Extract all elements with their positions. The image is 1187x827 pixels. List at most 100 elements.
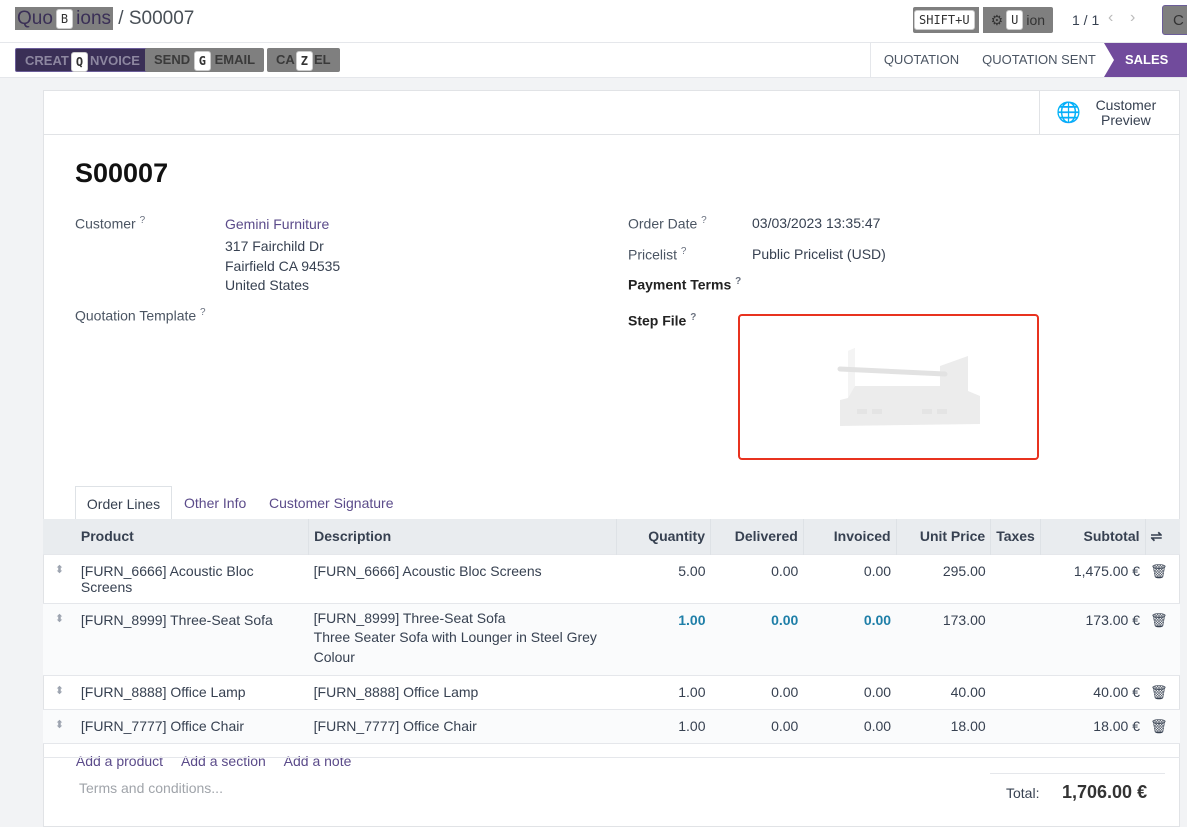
subtotal-cell: 1,475.00 €: [1040, 553, 1146, 603]
taxes-cell[interactable]: [990, 709, 1041, 744]
create-invoice-button[interactable]: CREAT Q NVOICE: [15, 48, 150, 72]
drag-handle-icon[interactable]: ⬍: [43, 709, 76, 744]
subtotal-cell: 173.00 €: [1040, 602, 1146, 676]
hotkey-hint: B: [55, 8, 74, 29]
delivered-cell[interactable]: 0.00: [710, 553, 804, 603]
cancel-button[interactable]: CA Z EL: [267, 48, 340, 72]
table-row[interactable]: ⬍ [FURN_6666] Acoustic Bloc Screens [FUR…: [43, 553, 1180, 603]
product-cell[interactable]: [FURN_7777] Office Chair: [75, 709, 309, 744]
quantity-cell[interactable]: 1.00: [616, 675, 711, 710]
address-line: United States: [225, 277, 310, 293]
subtotal-cell: 18.00 €: [1040, 709, 1146, 744]
quantity-cell[interactable]: 1.00: [616, 709, 711, 744]
column-delivered[interactable]: Delivered: [709, 519, 804, 554]
invoiced-cell: 0.00: [803, 675, 897, 710]
table-row[interactable]: ⬍ [FURN_8999] Three-Seat Sofa [FURN_8999…: [43, 602, 1180, 676]
hotkey-hint: G: [193, 50, 211, 71]
delivered-cell[interactable]: 0.00: [710, 709, 804, 744]
trash-icon[interactable]: 🗑: [1145, 602, 1180, 676]
trash-icon[interactable]: 🗑: [1145, 675, 1180, 710]
quantity-cell[interactable]: 5.00: [616, 553, 711, 603]
trash-icon[interactable]: 🗑: [1145, 709, 1180, 744]
action-menu-button[interactable]: SHIFT+U ⚙ U ion: [913, 7, 1054, 33]
column-product[interactable]: Product: [75, 519, 309, 554]
table-header: Product Description Quantity Delivered I…: [43, 519, 1180, 554]
order-date-field[interactable]: 03/03/2023 13:35:47: [752, 215, 881, 231]
breadcrumb-current: S00007: [128, 8, 195, 29]
column-quantity[interactable]: Quantity: [616, 519, 711, 554]
hotkey-hint: Z: [295, 50, 314, 71]
create-button[interactable]: C: [1162, 5, 1187, 35]
total-label: Total:: [1006, 785, 1040, 801]
pricelist-field[interactable]: Public Pricelist (USD): [752, 246, 886, 262]
trash-icon[interactable]: 🗑: [1145, 553, 1180, 603]
drag-handle-icon[interactable]: ⬍: [43, 675, 76, 710]
send-email-button[interactable]: SEND G EMAIL: [145, 48, 265, 72]
delivered-cell[interactable]: 0.00: [710, 675, 804, 710]
invoiced-cell: 0.00: [803, 709, 897, 744]
record-title: S00007: [75, 158, 169, 188]
address-line: 317 Fairchild Dr: [225, 238, 324, 254]
taxes-cell[interactable]: [990, 602, 1041, 676]
stage-quotation-sent[interactable]: QUOTATION SENT: [982, 52, 1096, 67]
previous-record-icon[interactable]: ‹: [1108, 9, 1114, 26]
order-lines-table: Product Description Quantity Delivered I…: [43, 519, 1180, 784]
globe-icon: 🌐: [1056, 102, 1081, 124]
customer-label: Customer ?: [75, 215, 146, 232]
column-subtotal[interactable]: Subtotal: [1039, 519, 1146, 554]
customer-link[interactable]: Gemini Furniture: [225, 216, 330, 232]
terms-input[interactable]: Terms and conditions...: [79, 780, 223, 796]
shift-hotkey-hint: SHIFT+U: [914, 10, 975, 30]
pricelist-label: Pricelist ?: [628, 246, 687, 263]
unit-price-cell[interactable]: 173.00: [896, 602, 991, 676]
quotation-template-label: Quotation Template ?: [75, 307, 206, 324]
unit-price-cell[interactable]: 40.00: [896, 675, 991, 710]
payment-terms-label: Payment Terms ?: [628, 276, 742, 293]
add-note-link[interactable]: Add a note: [283, 753, 352, 769]
delivered-cell[interactable]: 0.00: [710, 602, 804, 676]
table-row[interactable]: ⬍ [FURN_7777] Office Chair [FURN_7777] O…: [43, 709, 1180, 744]
column-invoiced[interactable]: Invoiced: [802, 519, 897, 554]
customer-preview-button[interactable]: 🌐 Customer Preview: [1039, 91, 1180, 134]
taxes-cell[interactable]: [990, 553, 1041, 603]
3d-model-preview: [837, 348, 980, 426]
tab-customer-signature[interactable]: Customer Signature: [269, 495, 394, 511]
step-file-label: Step File ?: [628, 312, 697, 329]
order-date-label: Order Date ?: [628, 215, 707, 232]
unit-price-cell[interactable]: 18.00: [896, 709, 991, 744]
gear-icon: ⚙: [990, 11, 1004, 28]
add-product-link[interactable]: Add a product: [75, 753, 164, 769]
address-line: Fairfield CA 94535: [225, 258, 341, 274]
tab-order-lines[interactable]: Order Lines: [75, 486, 172, 520]
pager-value: 1 / 1: [1072, 12, 1100, 28]
column-unit-price[interactable]: Unit Price: [895, 519, 991, 554]
taxes-cell[interactable]: [990, 675, 1041, 710]
column-description[interactable]: Description: [308, 519, 617, 554]
table-row[interactable]: ⬍ [FURN_8888] Office Lamp [FURN_8888] Of…: [43, 675, 1180, 710]
optional-columns-icon[interactable]: ⇌: [1144, 519, 1180, 554]
unit-price-cell[interactable]: 295.00: [896, 553, 991, 603]
column-taxes[interactable]: Taxes: [990, 519, 1041, 554]
step-file-viewer[interactable]: [738, 314, 1039, 460]
drag-handle-icon[interactable]: ⬍: [43, 553, 76, 603]
hotkey-hint: Q: [70, 51, 89, 72]
description-cell[interactable]: [FURN_6666] Acoustic Bloc Screens: [308, 553, 617, 603]
next-record-icon[interactable]: ›: [1130, 9, 1136, 26]
product-cell[interactable]: [FURN_6666] Acoustic Bloc Screens: [75, 553, 309, 603]
add-section-link[interactable]: Add a section: [180, 753, 266, 769]
product-cell[interactable]: [FURN_8888] Office Lamp: [75, 675, 309, 710]
product-cell[interactable]: [FURN_8999] Three-Seat Sofa: [75, 602, 309, 676]
invoiced-cell: 0.00: [803, 553, 897, 603]
stage-sales-order[interactable]: SALES ORDER: [1104, 43, 1187, 77]
description-cell[interactable]: [FURN_7777] Office Chair: [308, 709, 617, 744]
stage-quotation[interactable]: QUOTATION: [870, 43, 972, 77]
quantity-cell[interactable]: 1.00: [616, 602, 711, 676]
description-cell[interactable]: [FURN_8888] Office Lamp: [308, 675, 617, 710]
tab-other-info[interactable]: Other Info: [184, 495, 247, 511]
drag-handle-icon[interactable]: ⬍: [43, 602, 76, 676]
subtotal-cell: 40.00 €: [1040, 675, 1146, 710]
description-cell[interactable]: [FURN_8999] Three-Seat Sofa Three Seater …: [308, 602, 617, 676]
